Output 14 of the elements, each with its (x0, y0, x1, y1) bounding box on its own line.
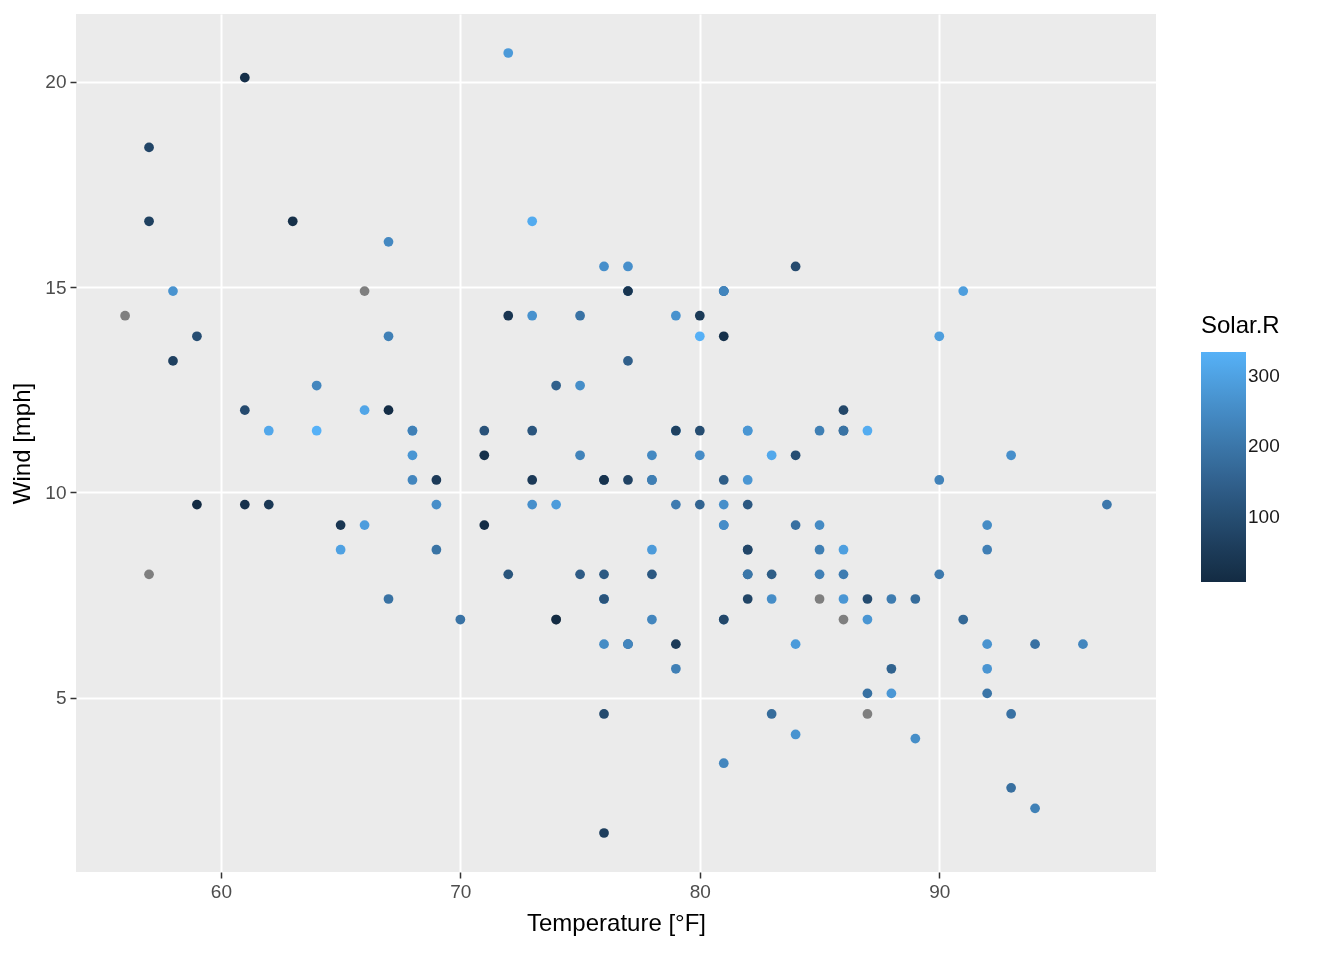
x-tick-label: 80 (689, 880, 711, 902)
x-tick-label: 60 (210, 880, 232, 902)
color-bar-label: 200 (1248, 435, 1280, 457)
x-tick-label: 70 (450, 880, 472, 902)
y-tick-label: 20 (45, 71, 67, 93)
x-tick-label: 90 (929, 880, 951, 902)
color-bar-label: 100 (1248, 505, 1280, 527)
x-axis-title: Temperature [°F] (527, 908, 706, 936)
y-tick-label: 10 (45, 481, 67, 503)
color-bar-label: 300 (1248, 364, 1280, 386)
color-bar-title: Solar.R (1201, 311, 1280, 338)
y-axis-title: Wind [mph] (8, 382, 36, 505)
y-tick-label: 5 (55, 687, 67, 709)
y-tick-label: 15 (45, 276, 67, 298)
